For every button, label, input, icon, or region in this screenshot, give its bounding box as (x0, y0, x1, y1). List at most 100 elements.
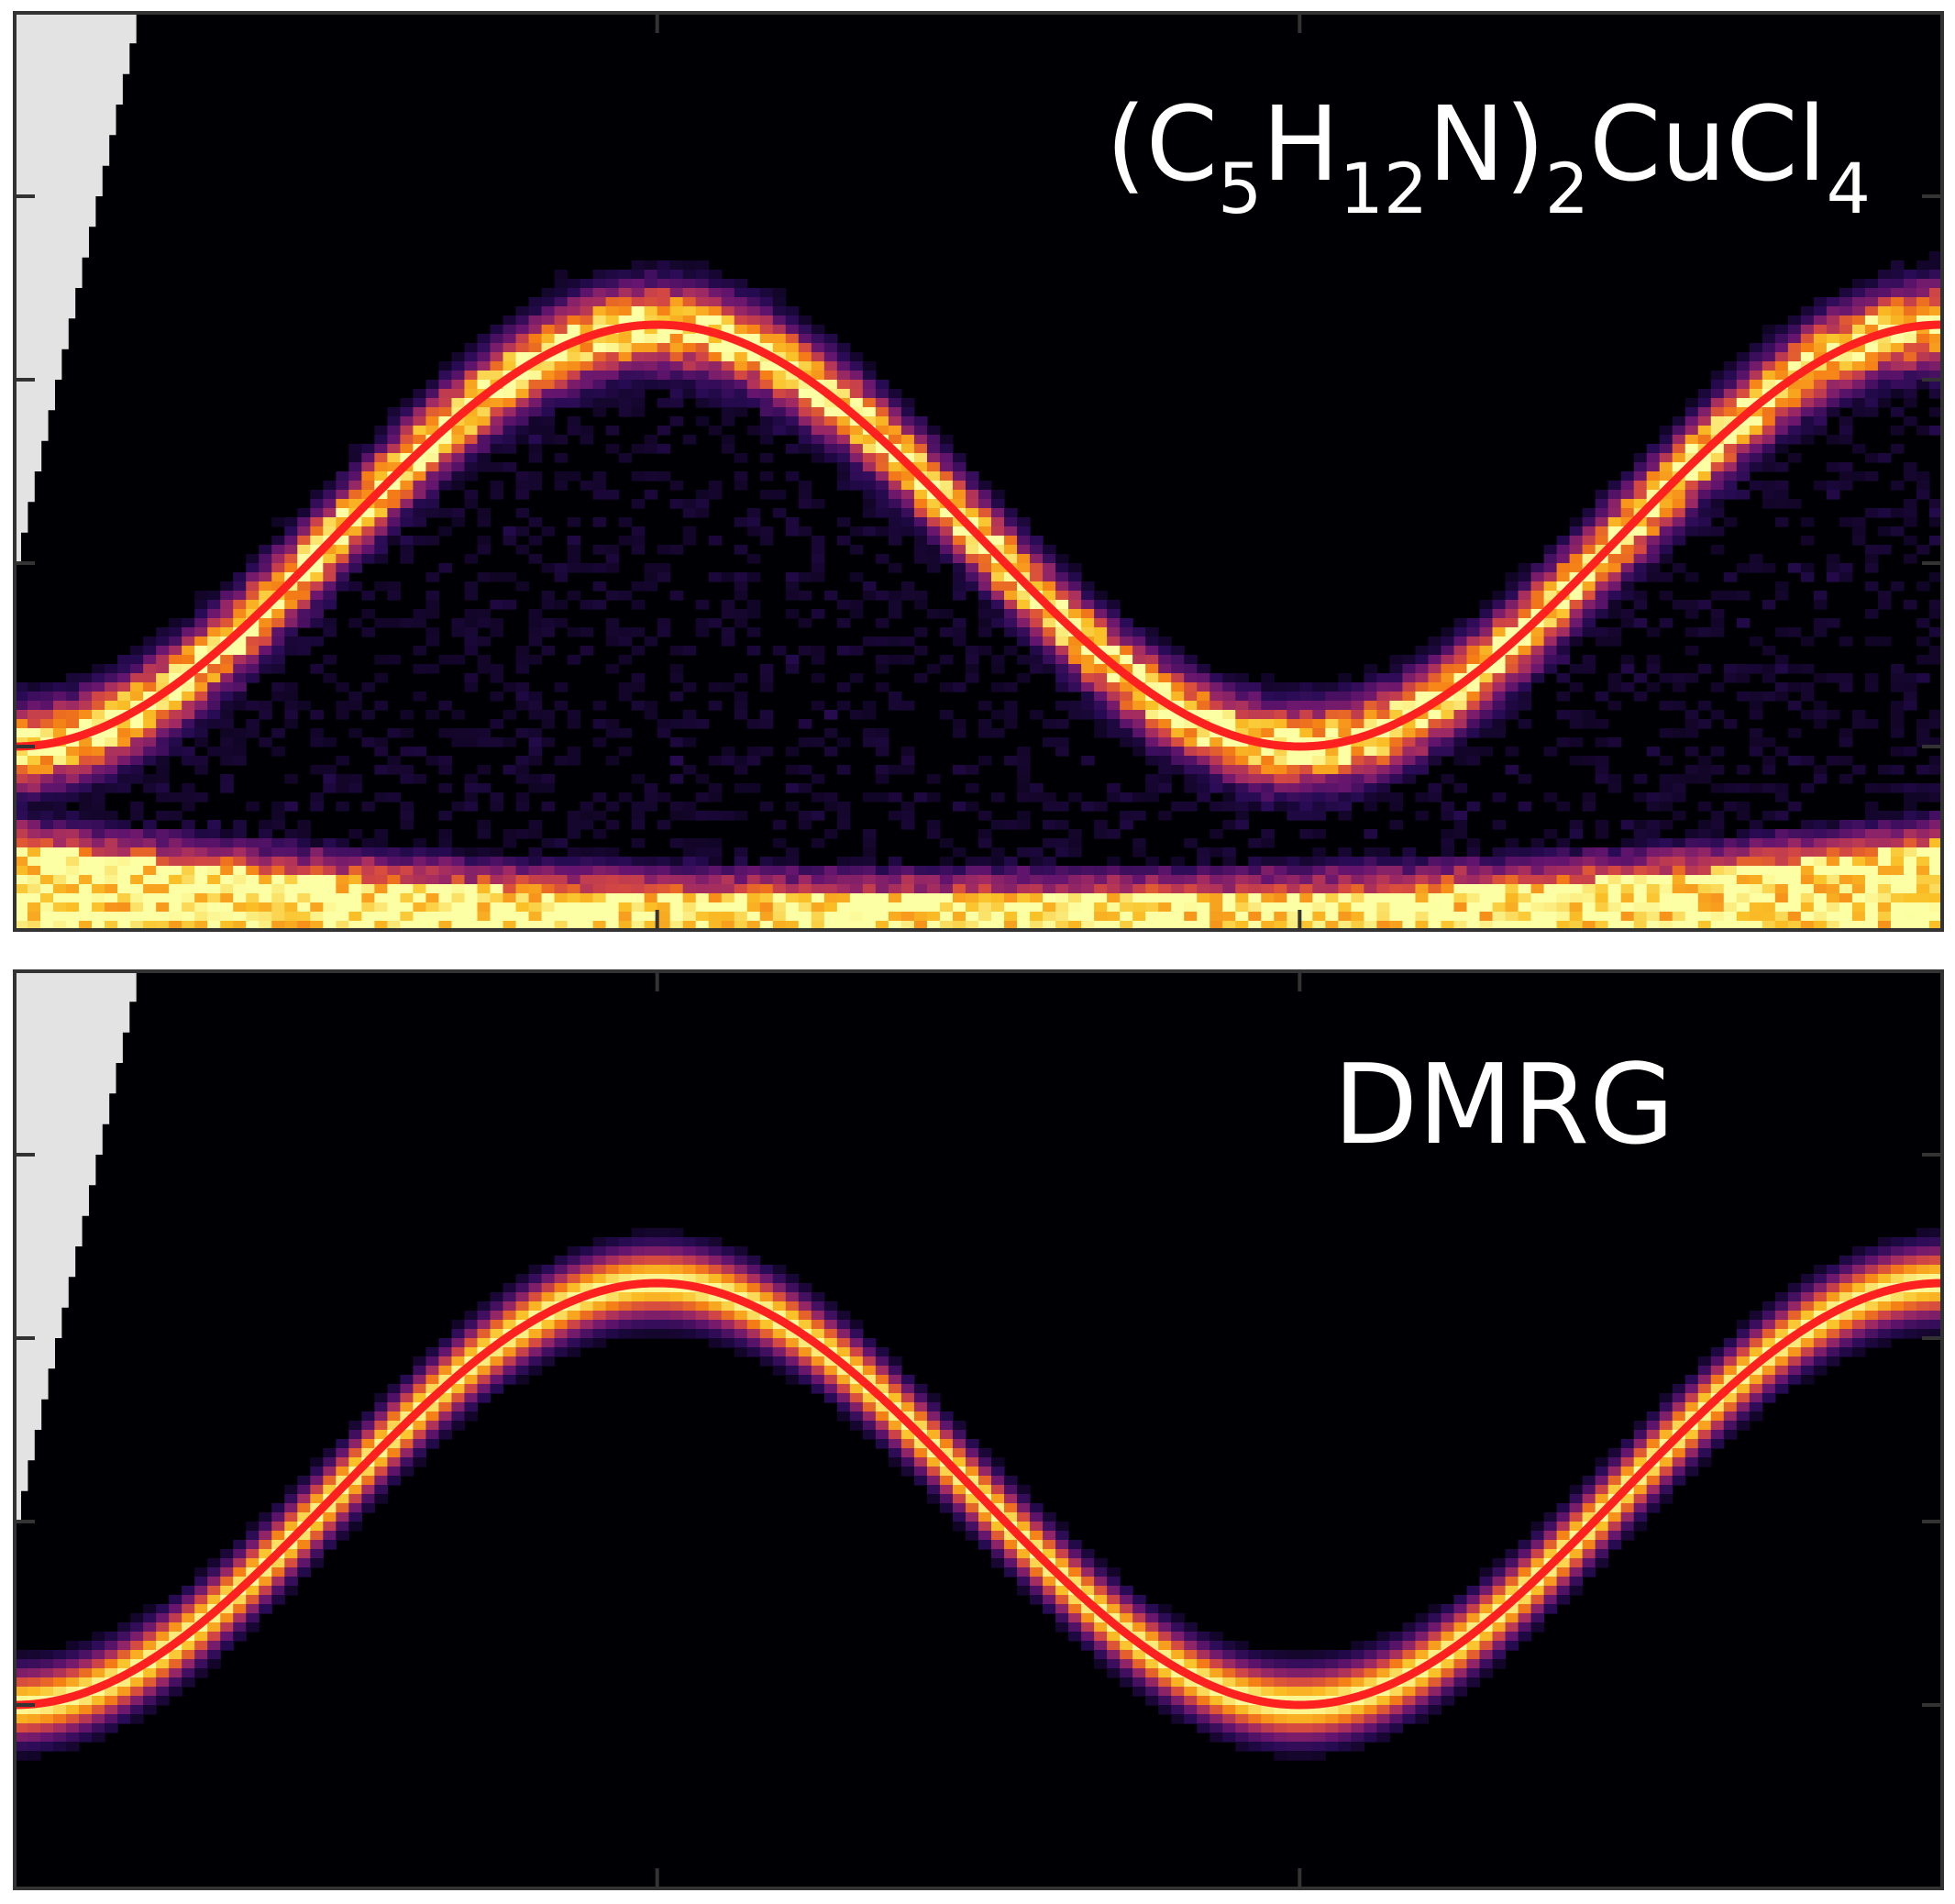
intensity-cell (464, 591, 479, 601)
intensity-cell (1158, 756, 1172, 766)
intensity-cell (631, 673, 646, 683)
intensity-cell (233, 637, 247, 647)
intensity-cell (66, 1723, 80, 1733)
intensity-cell (1364, 774, 1378, 784)
intensity-cell (28, 829, 41, 839)
intensity-cell (721, 637, 735, 647)
intensity-cell (631, 838, 646, 848)
intensity-cell (1004, 646, 1018, 656)
intensity-cell (618, 884, 633, 894)
intensity-cell (1261, 728, 1275, 738)
intensity-cell (143, 1668, 157, 1678)
intensity-cell (1903, 416, 1917, 426)
intensity-cell (862, 471, 877, 482)
intensity-cell (194, 701, 208, 711)
intensity-cell (1928, 737, 1942, 747)
intensity-cell (1826, 325, 1840, 335)
intensity-cell (66, 1732, 80, 1743)
intensity-cell (259, 1512, 272, 1522)
intensity-cell (79, 1714, 93, 1724)
intensity-cell (567, 343, 581, 353)
intensity-cell (1017, 655, 1031, 665)
intensity-cell (1351, 875, 1364, 885)
intensity-cell (1492, 857, 1507, 867)
intensity-cell (1697, 471, 1712, 482)
intensity-cell (1081, 664, 1095, 674)
intensity-cell (1684, 866, 1699, 876)
intensity-cell (849, 646, 864, 656)
intensity-cell (541, 288, 556, 298)
intensity-cell (1209, 692, 1223, 702)
intensity-cell (284, 609, 298, 619)
intensity-cell (605, 545, 620, 555)
intensity-cell (53, 1687, 67, 1697)
intensity-cell (541, 297, 556, 307)
intensity-cell (862, 893, 877, 903)
intensity-cell (605, 315, 620, 326)
intensity-cell (130, 728, 144, 738)
intensity-cell (1299, 829, 1313, 839)
intensity-cell (515, 481, 530, 491)
intensity-cell (1607, 545, 1622, 555)
intensity-cell (477, 847, 492, 858)
intensity-cell (477, 783, 492, 793)
intensity-cell (823, 893, 838, 903)
intensity-cell (1582, 554, 1596, 564)
intensity-cell (1556, 902, 1571, 913)
intensity-cell (477, 517, 492, 527)
intensity-cell (811, 398, 825, 408)
intensity-cell (734, 398, 748, 408)
intensity-cell (271, 545, 285, 555)
intensity-cell (734, 389, 748, 399)
intensity-cell (1646, 820, 1661, 830)
intensity-cell (1415, 747, 1430, 757)
intensity-cell (605, 380, 620, 390)
intensity-cell (233, 1604, 247, 1614)
intensity-cell (836, 802, 851, 812)
intensity-cell (194, 637, 208, 647)
intensity-cell (1004, 921, 1018, 930)
intensity-cell (271, 728, 285, 738)
intensity-cell (1569, 637, 1584, 647)
intensity-cell (965, 508, 979, 518)
intensity-cell (836, 371, 851, 381)
intensity-cell (1646, 490, 1661, 500)
intensity-cell (605, 875, 620, 885)
intensity-cell (220, 1613, 234, 1623)
intensity-cell (1826, 875, 1840, 885)
intensity-cell (1402, 893, 1417, 903)
intensity-cell (900, 765, 915, 775)
intensity-cell (374, 921, 388, 930)
intensity-cell (1094, 664, 1108, 674)
intensity-cell (387, 407, 401, 417)
intensity-cell (387, 893, 401, 903)
intensity-cell (1762, 646, 1776, 656)
intensity-cell (1055, 637, 1069, 647)
intensity-cell (40, 701, 54, 711)
intensity-cell (1672, 517, 1686, 527)
intensity-cell (1505, 866, 1519, 876)
intensity-cell (207, 682, 221, 692)
intensity-cell (618, 536, 633, 546)
intensity-cell (631, 260, 646, 271)
intensity-cell (1813, 627, 1828, 637)
intensity-cell (1800, 435, 1815, 445)
intensity-cell (413, 884, 427, 894)
intensity-cell (836, 600, 851, 610)
intensity-cell (259, 1522, 272, 1532)
intensity-cell (1299, 701, 1313, 711)
intensity-cell (1441, 811, 1455, 821)
intensity-cell (1466, 710, 1481, 720)
intensity-cell (1787, 847, 1802, 858)
intensity-cell (1595, 820, 1609, 830)
intensity-cell (1492, 627, 1507, 637)
intensity-cell (477, 829, 492, 839)
intensity-cell (348, 499, 362, 509)
intensity-cell (939, 655, 954, 665)
intensity-cell (1274, 701, 1287, 711)
intensity-cell (194, 728, 208, 738)
intensity-cell (1184, 884, 1198, 894)
intensity-cell (1351, 792, 1364, 803)
intensity-cell (1543, 637, 1558, 647)
intensity-cell (284, 902, 298, 913)
